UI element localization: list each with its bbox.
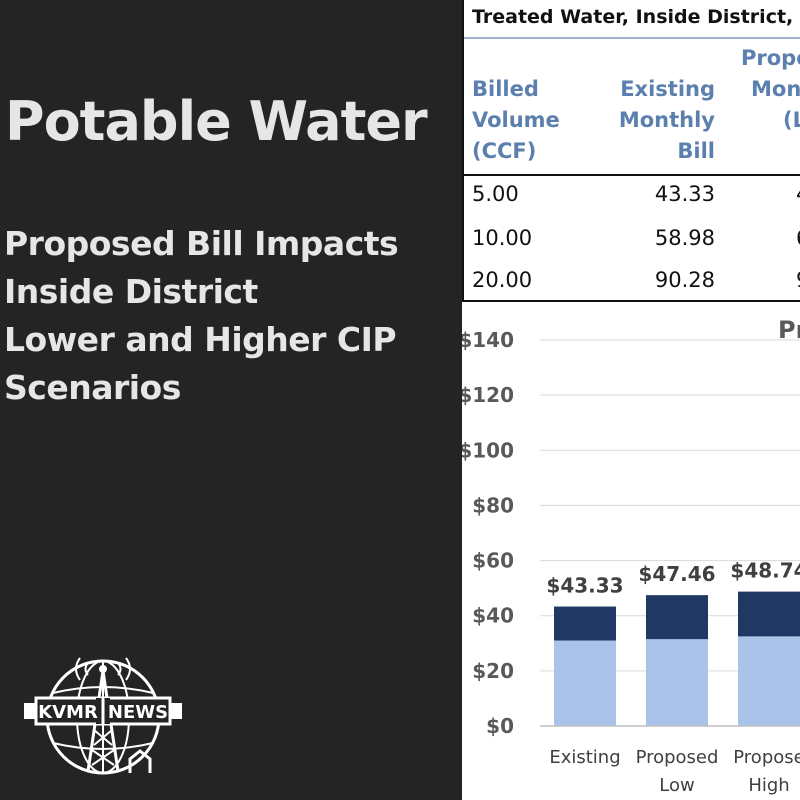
- right-panel: Treated Water, Inside District, 5 Billed…: [462, 0, 800, 800]
- table-left-border: [462, 0, 464, 302]
- subtitle: Proposed Bill Impacts Inside District Lo…: [4, 220, 399, 412]
- y-tick-label: $60: [472, 549, 514, 573]
- y-tick-label: $40: [472, 604, 514, 628]
- header-billed-volume: Billed Volume (CCF): [472, 77, 560, 163]
- table-title: Treated Water, Inside District, 5: [472, 6, 800, 28]
- bar-total-label: $43.33: [546, 574, 623, 598]
- page-title: Potable Water: [5, 90, 428, 153]
- bar-segment: [554, 606, 616, 641]
- x-category-label: Propose: [733, 747, 800, 768]
- table-bottom-rule: [462, 300, 800, 302]
- bar-total-label: $47.46: [638, 562, 715, 586]
- bar-segment: [646, 595, 708, 640]
- bar-segment: [738, 591, 800, 637]
- table-title-rule: [462, 37, 800, 39]
- subtitle-line-2: Inside District: [4, 272, 258, 311]
- bill-chart: Pr $0 $20 $40 $60 $80 $100 $120 $140 $43.33 Existi…: [462, 302, 800, 800]
- kvmr-news-logo: KVMR NEWS: [24, 657, 182, 775]
- left-panel: Potable Water Proposed Bill Impacts Insi…: [4, 90, 428, 775]
- bar-total-label: $48.74: [730, 559, 800, 583]
- x-category-label: High: [748, 775, 789, 796]
- bar-segment: [646, 639, 708, 726]
- logo-text-right: NEWS: [108, 702, 168, 723]
- bar-segment: [554, 640, 616, 726]
- y-tick-label: $80: [472, 493, 514, 517]
- logo-text-left: KVMR: [38, 702, 98, 723]
- y-tick-label: $100: [462, 438, 514, 462]
- y-tick-label: $120: [462, 383, 514, 407]
- subtitle-line-4: Scenarios: [4, 368, 181, 407]
- bill-chart-svg: Pr $0 $20 $40 $60 $80 $100 $120 $140 $43.33 Existi…: [462, 316, 800, 796]
- chart-title: Pr: [778, 316, 800, 344]
- y-tick-label: $0: [486, 714, 514, 738]
- y-tick-label: $20: [472, 659, 514, 683]
- y-tick-label: $140: [462, 328, 514, 352]
- bar-segment: [738, 636, 800, 726]
- subtitle-line-1: Proposed Bill Impacts: [4, 224, 399, 263]
- x-category-label: Existing: [549, 747, 620, 768]
- x-category-label: Low: [659, 775, 694, 796]
- header-proposed-bill: Propo Mon (L: [741, 46, 800, 132]
- table-header-rule: [462, 174, 800, 176]
- x-category-label: Proposed: [636, 747, 719, 768]
- header-existing-bill: Existing Monthly Bill: [618, 77, 715, 163]
- subtitle-line-3: Lower and Higher CIP: [4, 320, 397, 359]
